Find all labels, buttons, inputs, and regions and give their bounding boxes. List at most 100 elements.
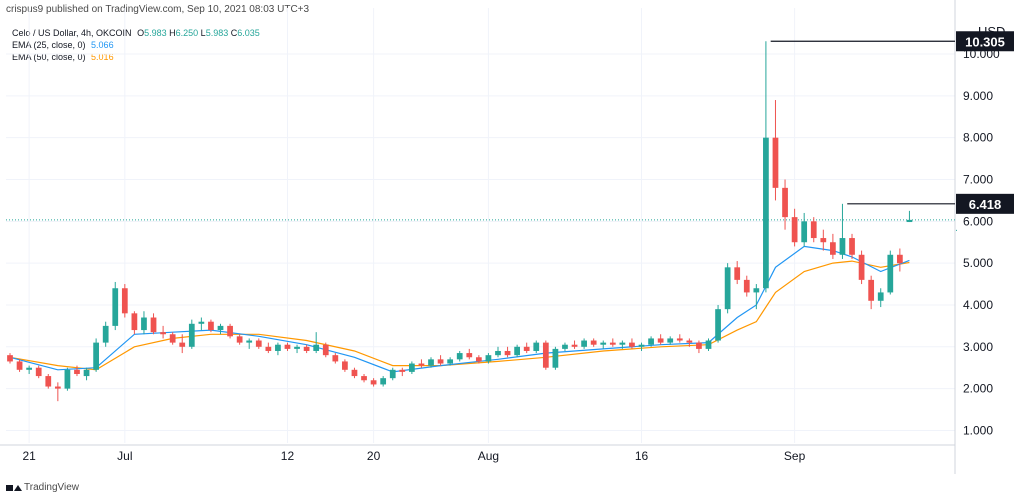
candle-body [169, 334, 176, 343]
candle-body [533, 342, 540, 351]
candle-body [791, 217, 798, 243]
candle-body [858, 254, 865, 280]
candle-body [64, 369, 71, 389]
candle-body [399, 369, 406, 372]
candle-body [7, 355, 13, 362]
high-label: H [169, 28, 176, 38]
candle-body [686, 340, 693, 343]
candle-body [609, 342, 616, 345]
candle-body [810, 221, 817, 239]
candle-body [715, 309, 721, 341]
candle-body [839, 238, 846, 255]
candle-body [868, 279, 875, 301]
price-level-label: 6.418 [969, 197, 1002, 212]
candle-body [667, 338, 674, 343]
ema25-label: EMA (25, close, 0) [12, 40, 86, 50]
candle-body [236, 336, 243, 343]
candle-body [514, 346, 520, 356]
price-level-label: 10.305 [965, 34, 1005, 49]
candle-body [485, 355, 492, 362]
y-tick-label: 4.000 [963, 298, 993, 312]
x-tick-label: Sep [784, 449, 806, 463]
y-tick-label: 7.000 [963, 172, 993, 186]
ema50-value: 5.016 [91, 52, 114, 62]
candle-body [342, 361, 348, 370]
x-tick-label: Jul [117, 449, 132, 463]
candle-body [54, 386, 61, 389]
chart-legend: Celo / US Dollar, 4h, OKCOIN O5.983 H6.2… [12, 27, 260, 63]
candle-body [150, 317, 157, 333]
candle-body [370, 380, 377, 385]
candle-body [456, 353, 463, 360]
candle-body [705, 340, 712, 349]
candle-body [648, 338, 654, 345]
candle-body [437, 359, 444, 364]
candle-body [255, 340, 262, 347]
candle-body [638, 344, 645, 347]
candle-body [208, 321, 214, 331]
candle-body [93, 342, 99, 370]
candle-body [332, 355, 339, 362]
candle-body [35, 367, 42, 377]
candle-body [275, 344, 281, 351]
candle-body [600, 342, 607, 345]
low-label: L [200, 28, 206, 38]
candle-body [906, 219, 913, 223]
price-level-box [956, 31, 1014, 52]
candle-body [131, 313, 138, 331]
ema50-line [9, 260, 910, 371]
candle-body [830, 242, 836, 255]
candle-body [45, 376, 52, 387]
candle-body [83, 369, 90, 377]
candle-body [112, 288, 119, 326]
candle-body [801, 221, 808, 243]
candle-body [542, 342, 549, 368]
candle-body [629, 342, 635, 347]
ema25-legend: EMA (25, close, 0) 5.066 [12, 39, 260, 51]
candle-body [724, 267, 731, 310]
candle-body [217, 325, 224, 331]
candle-body [418, 363, 425, 366]
candle-body [447, 359, 454, 364]
footer: TradingView [6, 482, 79, 493]
candle-body [351, 369, 358, 377]
candle-body [820, 238, 827, 243]
candle-body [619, 342, 626, 345]
y-tick-label: 3.000 [963, 340, 993, 354]
y-tick-label: 6.000 [963, 214, 993, 228]
candle-body [657, 338, 664, 343]
y-tick-label: 2.000 [963, 382, 993, 396]
candle-body [322, 344, 329, 356]
y-tick-label: 1.000 [963, 423, 993, 437]
candle-body [552, 348, 559, 368]
candle-body [141, 317, 147, 331]
publish-info: crispus9 published on TradingView.com, S… [6, 4, 310, 15]
tradingview-logo-icon [6, 484, 22, 492]
candle-body [188, 323, 195, 347]
candle-body [571, 344, 578, 347]
candle-body [74, 369, 80, 374]
candle-body [121, 288, 128, 314]
candle-body [763, 137, 769, 289]
low-value: 5.983 [205, 28, 229, 38]
candle-body [495, 350, 501, 356]
candle-body [160, 332, 166, 335]
candle-body [562, 344, 568, 349]
ema50-legend: EMA (50, close, 0) 5.016 [12, 51, 260, 63]
ohlc-values: O5.983 H6.250 L5.983 C6.035 [137, 28, 260, 38]
price-level-box [956, 193, 1014, 214]
candle-body [380, 378, 387, 385]
candle-body [361, 376, 367, 381]
candle-body [409, 363, 415, 372]
candle-body [676, 338, 683, 341]
candle-body [581, 340, 587, 347]
y-tick-label: 9.000 [963, 89, 993, 103]
candle-body [877, 292, 884, 301]
candle-body [26, 367, 33, 370]
candle-body [16, 361, 23, 370]
candle-body [303, 346, 310, 351]
candle-body [428, 359, 434, 366]
candle-body [523, 346, 530, 351]
ema50-label: EMA (50, close, 0) [12, 52, 86, 62]
